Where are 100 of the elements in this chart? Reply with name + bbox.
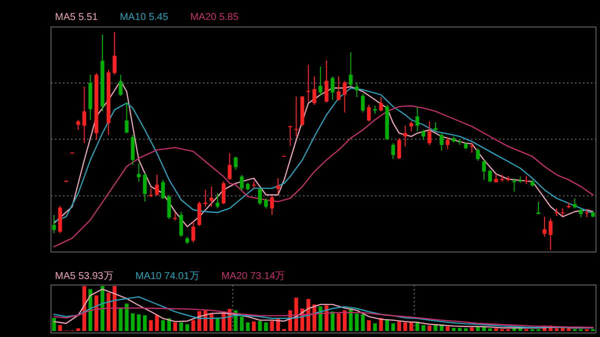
bar <box>240 316 244 331</box>
bar <box>149 320 153 331</box>
series-label: MA10 74.01万 <box>135 271 200 282</box>
text: MA20 73.14万 <box>221 271 286 282</box>
bar <box>161 320 165 331</box>
candlestick <box>306 64 310 102</box>
candlestick <box>234 156 238 170</box>
candlestick <box>82 86 86 144</box>
bar <box>100 286 104 331</box>
bar <box>373 323 377 331</box>
bar <box>354 313 359 331</box>
text: MA10 5.45 <box>120 12 169 23</box>
bar <box>210 313 214 331</box>
bar <box>391 323 396 331</box>
candlestick <box>476 148 480 162</box>
candlestick <box>342 80 347 113</box>
candlestick <box>542 216 546 238</box>
candlestick <box>397 138 402 160</box>
candlestick <box>210 186 214 208</box>
bar <box>216 318 220 331</box>
candlestick <box>548 218 552 250</box>
bar <box>385 319 389 331</box>
candlestick <box>482 159 486 180</box>
candlestick <box>191 221 196 244</box>
candlestick <box>112 32 116 76</box>
bar <box>179 322 184 331</box>
candlestick <box>360 93 365 113</box>
candlestick <box>130 134 135 166</box>
bar <box>494 328 498 331</box>
candlestick <box>330 76 334 100</box>
candlestick <box>142 172 147 202</box>
candlestick <box>179 211 184 238</box>
candlestick <box>572 198 577 209</box>
candlestick <box>422 129 426 140</box>
bar <box>264 322 268 331</box>
bar <box>118 308 123 331</box>
bar <box>446 326 450 331</box>
candlestick <box>440 132 444 152</box>
candlestick <box>379 96 383 112</box>
candlestick <box>294 96 298 137</box>
candlestick <box>264 198 268 209</box>
candlestick <box>428 120 432 146</box>
candlestick <box>446 136 450 150</box>
bar <box>428 326 432 331</box>
candlestick <box>336 76 341 101</box>
candlestick <box>312 76 316 106</box>
bar <box>270 321 274 331</box>
bar <box>222 313 226 331</box>
candlestick <box>76 119 80 130</box>
candlestick <box>58 205 62 234</box>
bar <box>252 322 256 331</box>
candlestick <box>367 104 371 122</box>
candlestick <box>348 52 353 87</box>
candlestick <box>197 201 202 227</box>
bar <box>173 322 178 331</box>
bar <box>106 292 110 331</box>
bar <box>470 327 474 331</box>
bar <box>112 286 116 331</box>
candlestick <box>161 179 165 200</box>
bar <box>336 313 341 331</box>
series-label: MA5 53.93万 <box>55 271 114 282</box>
bar <box>397 322 402 331</box>
bar <box>58 325 62 331</box>
candlestick <box>124 102 129 134</box>
candlestick <box>318 66 322 96</box>
candlestick <box>52 214 56 234</box>
bar <box>124 304 129 331</box>
bar <box>360 314 365 331</box>
bar <box>379 318 383 331</box>
bar <box>155 315 159 331</box>
candlestick <box>536 201 540 215</box>
bar <box>318 306 322 331</box>
candlestick <box>204 189 208 208</box>
candlestick <box>228 152 232 180</box>
candlestick <box>324 60 328 103</box>
text: MA5 5.51 <box>55 12 98 23</box>
candlestick <box>276 178 280 194</box>
bar <box>142 315 147 331</box>
bar <box>94 295 98 331</box>
bar <box>330 312 334 331</box>
bar <box>167 318 171 331</box>
bar <box>136 314 141 331</box>
bar <box>191 320 196 331</box>
candlestick <box>403 125 408 147</box>
bar <box>258 321 262 331</box>
candlestick <box>258 188 262 206</box>
bar <box>367 320 371 331</box>
bar <box>130 313 135 331</box>
candlestick <box>216 192 220 209</box>
bar <box>246 322 250 331</box>
candlestick <box>470 142 474 154</box>
candlestick <box>118 74 123 96</box>
text: MA20 5.85 <box>190 12 239 23</box>
candlestick <box>288 125 292 146</box>
candlestick <box>240 174 244 191</box>
bar <box>185 324 190 331</box>
candlestick <box>354 82 359 98</box>
candlestick <box>488 169 492 183</box>
candlestick <box>222 181 226 204</box>
bar <box>488 328 492 331</box>
